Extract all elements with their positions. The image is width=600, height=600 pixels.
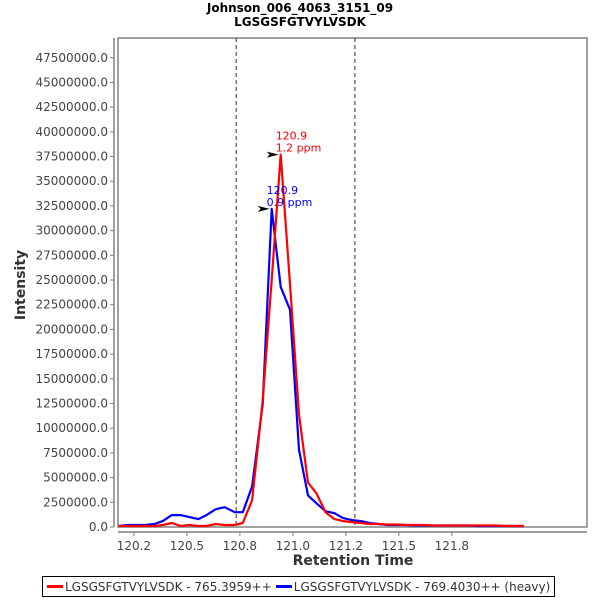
peak-ppm-label: 0.9 ppm xyxy=(267,196,313,209)
y-tick-label: 47500000.0 xyxy=(35,51,108,65)
y-tick-label: 15000000.0 xyxy=(35,372,108,386)
x-axis-label: Retention Time xyxy=(293,553,414,569)
y-tick-label: 0.0 xyxy=(89,520,108,534)
y-tick-label: 17500000.0 xyxy=(35,347,108,361)
peak-arrow-icon xyxy=(266,151,279,158)
x-tick-label: 120.2 xyxy=(117,539,151,553)
y-tick-label: 35000000.0 xyxy=(35,174,108,188)
legend-swatch-red xyxy=(47,585,63,588)
y-axis-label: Intensity xyxy=(13,250,29,320)
x-tick-label: 121.0 xyxy=(276,539,310,553)
series-line-light xyxy=(118,153,524,528)
legend-swatch-blue xyxy=(275,585,292,588)
peak-rt-label: 120.9 xyxy=(267,184,299,197)
legend-label-heavy: LGSGSFGTVYLVSDK - 769.4030++ (heavy) xyxy=(293,579,551,594)
y-tick-label: 2500000.0 xyxy=(43,495,108,509)
y-tick-label: 25000000.0 xyxy=(35,273,108,287)
chromatogram-chart: 0.0 2500000.0 5000000.0 7500000.0 10000000.0… xyxy=(13,37,588,569)
x-tick-label: 121.5 xyxy=(382,539,416,553)
legend-item-light: LGSGSFGTVYLVSDK - 765.3959++ xyxy=(47,580,272,594)
peak-rt-label: 120.9 xyxy=(276,130,308,143)
y-tick-label: 30000000.0 xyxy=(35,224,108,238)
x-tick-label: 120.5 xyxy=(170,539,204,553)
x-tick-label: 121.2 xyxy=(329,539,363,553)
y-tick-label: 45000000.0 xyxy=(35,75,108,89)
legend: LGSGSFGTVYLVSDK - 765.3959++ LGSGSFGTVYL… xyxy=(42,576,555,597)
x-tick-label: 120.8 xyxy=(223,539,257,553)
y-tick-label: 27500000.0 xyxy=(35,248,108,262)
chart-title: Johnson_006_4063_3151_09 xyxy=(206,1,394,15)
y-tick-label: 37500000.0 xyxy=(35,150,108,164)
legend-item-heavy: LGSGSFGTVYLVSDK - 769.4030++ (heavy) xyxy=(275,579,551,594)
y-tick-label: 22500000.0 xyxy=(35,298,108,312)
y-tick-label: 42500000.0 xyxy=(35,100,108,114)
y-tick-label: 10000000.0 xyxy=(35,421,108,435)
y-tick-label: 7500000.0 xyxy=(43,446,108,460)
y-tick-label: 40000000.0 xyxy=(35,125,108,139)
legend-label-light: LGSGSFGTVYLVSDK - 765.3959++ xyxy=(65,579,272,594)
y-tick-label: 5000000.0 xyxy=(43,471,108,485)
chart-subtitle: LGSGSFGTVYLVSDK xyxy=(234,15,366,29)
plot-area xyxy=(117,37,588,528)
y-tick-label: 20000000.0 xyxy=(35,322,108,336)
y-tick-label: 32500000.0 xyxy=(35,199,108,213)
peak-arrow-icon xyxy=(257,205,270,212)
y-tick-label: 12500000.0 xyxy=(35,397,108,411)
x-tick-label: 121.8 xyxy=(435,539,469,553)
peak-ppm-label: 1.2 ppm xyxy=(276,142,322,155)
